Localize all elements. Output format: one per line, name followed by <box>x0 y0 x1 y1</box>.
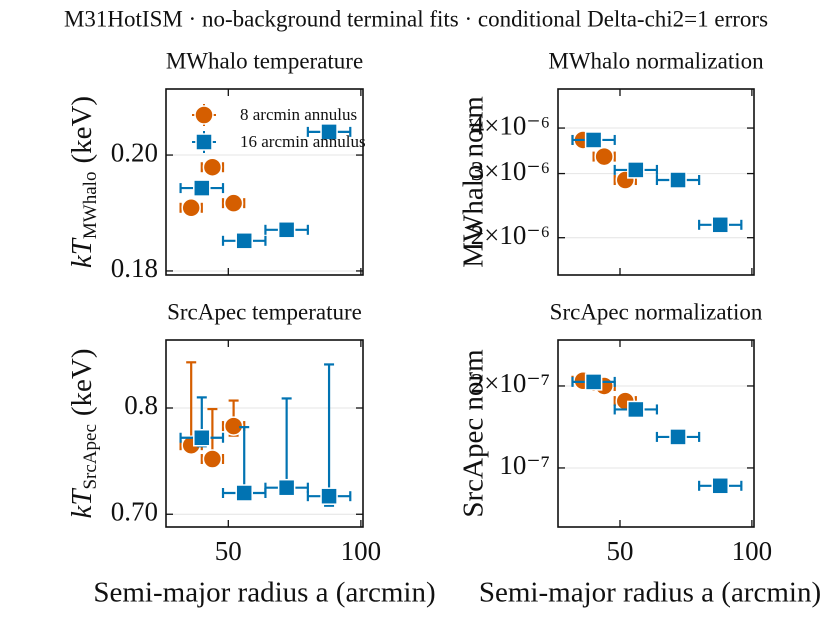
marker <box>594 146 614 167</box>
marker <box>194 105 214 125</box>
y-label-symbol: kT <box>66 488 98 519</box>
marker <box>223 193 244 213</box>
marker <box>584 373 603 391</box>
marker <box>711 216 729 234</box>
error-bar <box>306 363 352 507</box>
y-axis-label: SrcApec norm <box>458 349 490 518</box>
marker <box>181 198 201 218</box>
x-tick-label: 50 <box>606 536 633 566</box>
marker <box>202 157 223 177</box>
y-tick-label: 3×10⁻⁶ <box>471 156 550 186</box>
axes-frame <box>165 339 364 528</box>
marker <box>277 478 296 497</box>
axes-frame <box>557 88 755 276</box>
y-axis-label: MWhalo norm <box>458 96 490 268</box>
marker <box>669 428 687 446</box>
y-tick-label: 4×10⁻⁶ <box>471 110 550 140</box>
x-axis-label: Semi-major radius a (arcmin) <box>93 577 435 609</box>
y-label-subscript: MWhalo <box>80 172 101 240</box>
panel-title: MWhalo normalization <box>548 48 764 73</box>
y-tick-label: 0.70 <box>111 496 158 526</box>
marker <box>193 429 211 447</box>
axes-frame <box>557 339 755 528</box>
figure-title: M31HotISM · no-background terminal fits … <box>64 6 768 31</box>
error-bar <box>264 397 309 494</box>
y-axis-label: kTMWhalo (keV) <box>66 96 102 268</box>
y-tick-label: 2×10⁻⁷ <box>471 368 550 398</box>
x-tick-label: 50 <box>215 536 242 566</box>
marker <box>320 123 338 141</box>
y-label-subscript: SrcApec <box>80 424 101 489</box>
panel-title: SrcApec temperature <box>167 299 362 324</box>
marker <box>669 171 687 189</box>
marker <box>711 477 729 495</box>
legend-label: 8 arcmin annulus <box>240 105 357 124</box>
x-tick-label: 100 <box>732 536 773 566</box>
marker <box>320 487 338 505</box>
panel-title: MWhalo temperature <box>166 48 363 73</box>
y-label-symbol: kT <box>66 237 98 268</box>
axes-frame <box>165 88 364 276</box>
x-tick-label: 100 <box>341 536 382 566</box>
y-tick-label: 2×10⁻⁶ <box>471 220 550 250</box>
marker <box>277 221 296 239</box>
marker <box>627 161 645 179</box>
x-axis-label: Semi-major radius a (arcmin) <box>479 577 821 609</box>
y-tick-label: 0.20 <box>111 137 158 167</box>
y-axis-label: kTSrcApec (keV) <box>66 348 102 518</box>
marker <box>195 133 213 151</box>
y-label-unit: (keV) <box>66 348 98 416</box>
panel-title: SrcApec normalization <box>550 299 763 324</box>
marker <box>235 484 253 502</box>
y-tick-label: 10⁻⁷ <box>499 450 550 480</box>
marker <box>627 400 645 419</box>
y-tick-label: 0.18 <box>111 253 158 283</box>
marker <box>235 232 253 250</box>
marker <box>193 179 211 197</box>
marker <box>584 131 603 149</box>
y-tick-label: 0.8 <box>124 390 158 420</box>
legend-label: 16 arcmin annulus <box>240 132 366 151</box>
marker <box>202 449 223 469</box>
y-label-unit: (keV) <box>66 96 98 164</box>
